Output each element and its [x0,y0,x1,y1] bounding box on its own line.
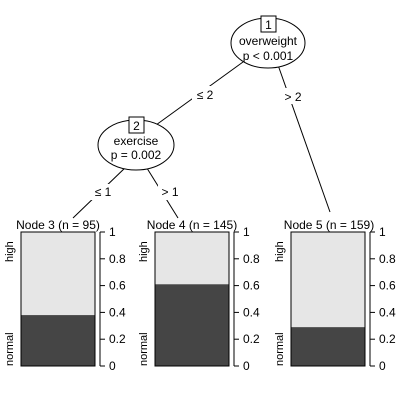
edge-label-left-split-2: ≤ 1 [95,185,112,199]
edge-label-bg [192,86,218,102]
bar-frame [154,231,230,367]
node-id: 2 [133,119,140,133]
axis-tick-label: 0.6 [379,279,396,293]
axis-tick-label: 0.2 [109,332,126,346]
axis-tick-label: 0.8 [243,252,260,266]
bar-frame [290,231,366,367]
bar-normal-segment [291,327,365,366]
bar-high-segment [155,232,229,285]
split-pvalue: p = 0.002 [111,148,162,162]
edge-label-right-split-2: > 1 [161,185,178,199]
axis-tick-label: 0.2 [379,332,396,346]
inner-node-2: 2 exercise p = 0.002 [97,116,175,171]
axis-tick-label: 0 [109,359,116,373]
terminal-title: Node 4 (n = 145) [147,218,237,232]
terminal-axes: 0 0.2 0.4 0.6 0.8 1 0 0.2 0.4 0.6 0.8 1 0 0.2 0.4 0.6 0.… [99,225,396,373]
edge-label-bg [280,88,306,104]
bar-normal-segment [21,315,95,366]
axis-tick-label: 1 [109,225,116,239]
bar-high-segment [291,232,365,328]
axis-tick-label: 0.4 [243,305,260,319]
axis-tick-label: 0.6 [109,279,126,293]
axis-tick-label: 1 [379,225,386,239]
class-label-normal: normal [274,332,286,366]
axis-tick-label: 0.6 [243,279,260,293]
node-id-box [260,15,277,33]
axis-tick-label: 0 [379,359,386,373]
split-pvalue: p < 0.001 [243,49,294,63]
edge-label-bg [158,184,182,200]
terminal-node-5: Node 5 (n = 159) high normal [274,218,374,367]
node-id: 1 [265,18,272,32]
class-label-normal: normal [138,332,150,366]
edge-label-right-split-1: > 2 [284,90,301,104]
bar-normal-segment [155,284,229,366]
inner-node-1: 1 overweight p < 0.001 [230,15,306,69]
bar-high-segment [21,232,95,316]
terminal-title: Node 3 (n = 95) [16,218,100,232]
axis-tick-label: 0.2 [243,332,260,346]
axis-tick-label: 1 [243,225,250,239]
edge-label-left-split-1: ≤ 2 [197,88,214,102]
edge-label-bg [91,184,115,200]
terminal-node-4: Node 4 (n = 145) high normal [138,218,237,367]
terminal-node-3: Node 3 (n = 95) high normal [4,218,100,367]
class-label-normal: normal [4,332,16,366]
node-id-box [128,116,145,134]
axis-tick-label: 0.4 [379,305,396,319]
axis-tick-label: 0.4 [109,305,126,319]
bar-frame [20,231,96,367]
class-label-high: high [138,241,150,262]
split-variable: exercise [114,134,159,148]
split-variable: overweight [239,34,298,48]
edge-line-1-5 [277,64,331,213]
axis-tick-label: 0 [243,359,250,373]
axis-tick-label: 0.8 [109,252,126,266]
axis-tick-label: 0.8 [379,252,396,266]
class-label-high: high [274,241,286,262]
class-label-high: high [4,241,16,262]
terminal-title: Node 5 (n = 159) [284,218,374,232]
